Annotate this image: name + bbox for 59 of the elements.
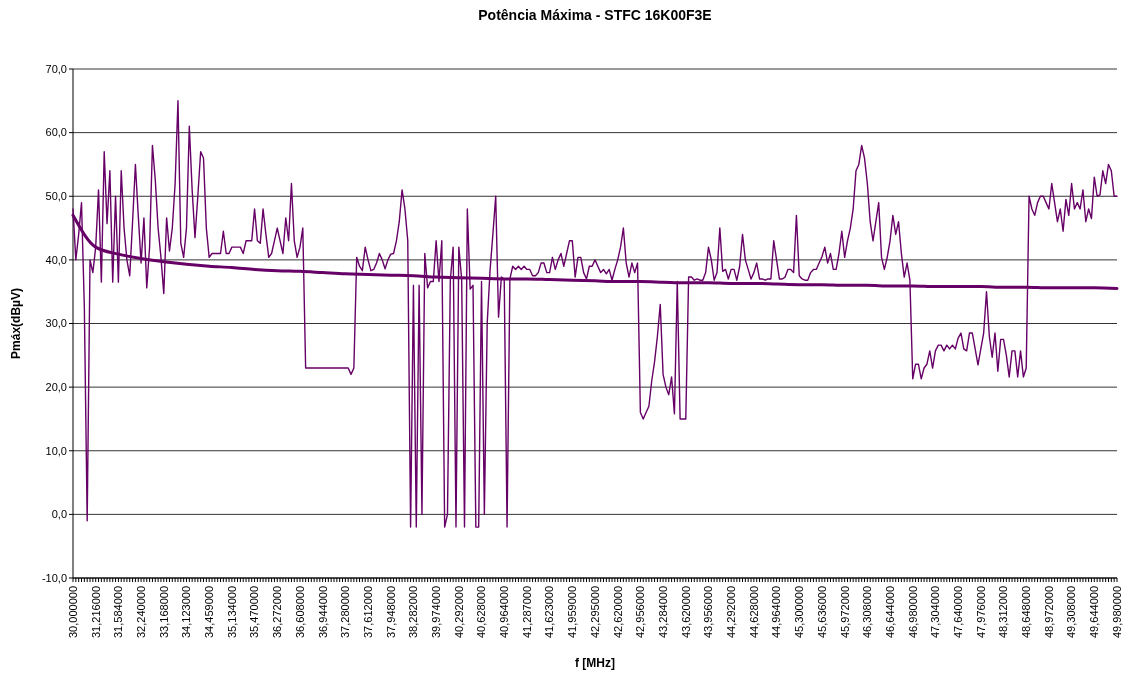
y-tick-label: 30,0	[45, 317, 67, 330]
y-axis-title: Pmáx(dBµV)	[9, 288, 23, 359]
x-tick-label: 37,612000	[361, 586, 374, 638]
x-tick-label: 40,964000	[498, 586, 511, 638]
x-tick-label: 32,240000	[134, 586, 147, 638]
x-tick-label: 42,956000	[634, 586, 647, 638]
x-tick-label: 35,134000	[225, 586, 238, 638]
x-tick-label: 47,640000	[951, 586, 964, 638]
x-tick-label: 41,959000	[566, 586, 579, 638]
chart-title: Potência Máxima - STFC 16K00F3E	[478, 7, 712, 23]
x-tick-label: 42,295000	[588, 586, 601, 638]
x-tick-label: 49,980000	[1110, 586, 1123, 638]
x-tick-label: 47,976000	[974, 586, 987, 638]
x-tick-label: 40,628000	[475, 586, 488, 638]
x-tick-label: 33,168000	[157, 586, 170, 638]
x-tick-label: 40,292000	[452, 586, 465, 638]
x-tick-label: 42,620000	[611, 586, 624, 638]
x-tick-label: 39,974000	[429, 586, 442, 638]
x-tick-label: 43,956000	[702, 586, 715, 638]
x-tick-label: 38,282000	[407, 586, 420, 638]
x-tick-label: 41,623000	[543, 586, 556, 638]
x-tick-label: 36,608000	[293, 586, 306, 638]
x-tick-label: 46,980000	[906, 586, 919, 638]
x-tick-label: 48,312000	[997, 586, 1010, 638]
x-tick-label: 36,944000	[316, 586, 329, 638]
x-tick-label: 31,584000	[112, 586, 125, 638]
x-tick-label: 44,292000	[725, 586, 738, 638]
y-tick-label: 40,0	[45, 253, 67, 266]
x-tick-label: 37,280000	[339, 586, 352, 638]
y-tick-label: 20,0	[45, 380, 67, 393]
x-tick-label: 45,636000	[815, 586, 828, 638]
x-tick-label: 31,216000	[89, 586, 102, 638]
x-tick-label: 35,470000	[248, 586, 261, 638]
x-tick-label: 48,972000	[1042, 586, 1055, 638]
x-tick-label: 49,644000	[1088, 586, 1101, 638]
x-tick-label: 36,272000	[271, 586, 284, 638]
x-tick-label: 41,287000	[520, 586, 533, 638]
x-tick-label: 44,628000	[747, 586, 760, 638]
x-tick-label: 48,648000	[1020, 586, 1033, 638]
x-tick-label: 34,123000	[180, 586, 193, 638]
x-tick-label: 49,308000	[1065, 586, 1078, 638]
y-tick-label: 70,0	[45, 62, 67, 75]
y-tick-label: 60,0	[45, 126, 67, 139]
x-tick-label: 44,964000	[770, 586, 783, 638]
x-tick-label: 46,644000	[883, 586, 896, 638]
x-tick-label: 45,300000	[793, 586, 806, 638]
x-tick-label: 34,459000	[203, 586, 216, 638]
y-tick-label: 50,0	[45, 190, 67, 203]
x-tick-label: 43,284000	[656, 586, 669, 638]
x-tick-label: 30,000000	[66, 586, 79, 638]
y-tick-label: 0,0	[51, 508, 67, 521]
x-tick-label: 43,620000	[679, 586, 692, 638]
x-tick-label: 46,308000	[861, 586, 874, 638]
y-tick-label: -10,0	[41, 571, 67, 584]
y-tick-label: 10,0	[45, 444, 67, 457]
x-tick-label: 37,948000	[384, 586, 397, 638]
x-tick-label: 47,304000	[929, 586, 942, 638]
x-tick-label: 45,972000	[838, 586, 851, 638]
x-axis-title: f [MHz]	[575, 656, 615, 670]
